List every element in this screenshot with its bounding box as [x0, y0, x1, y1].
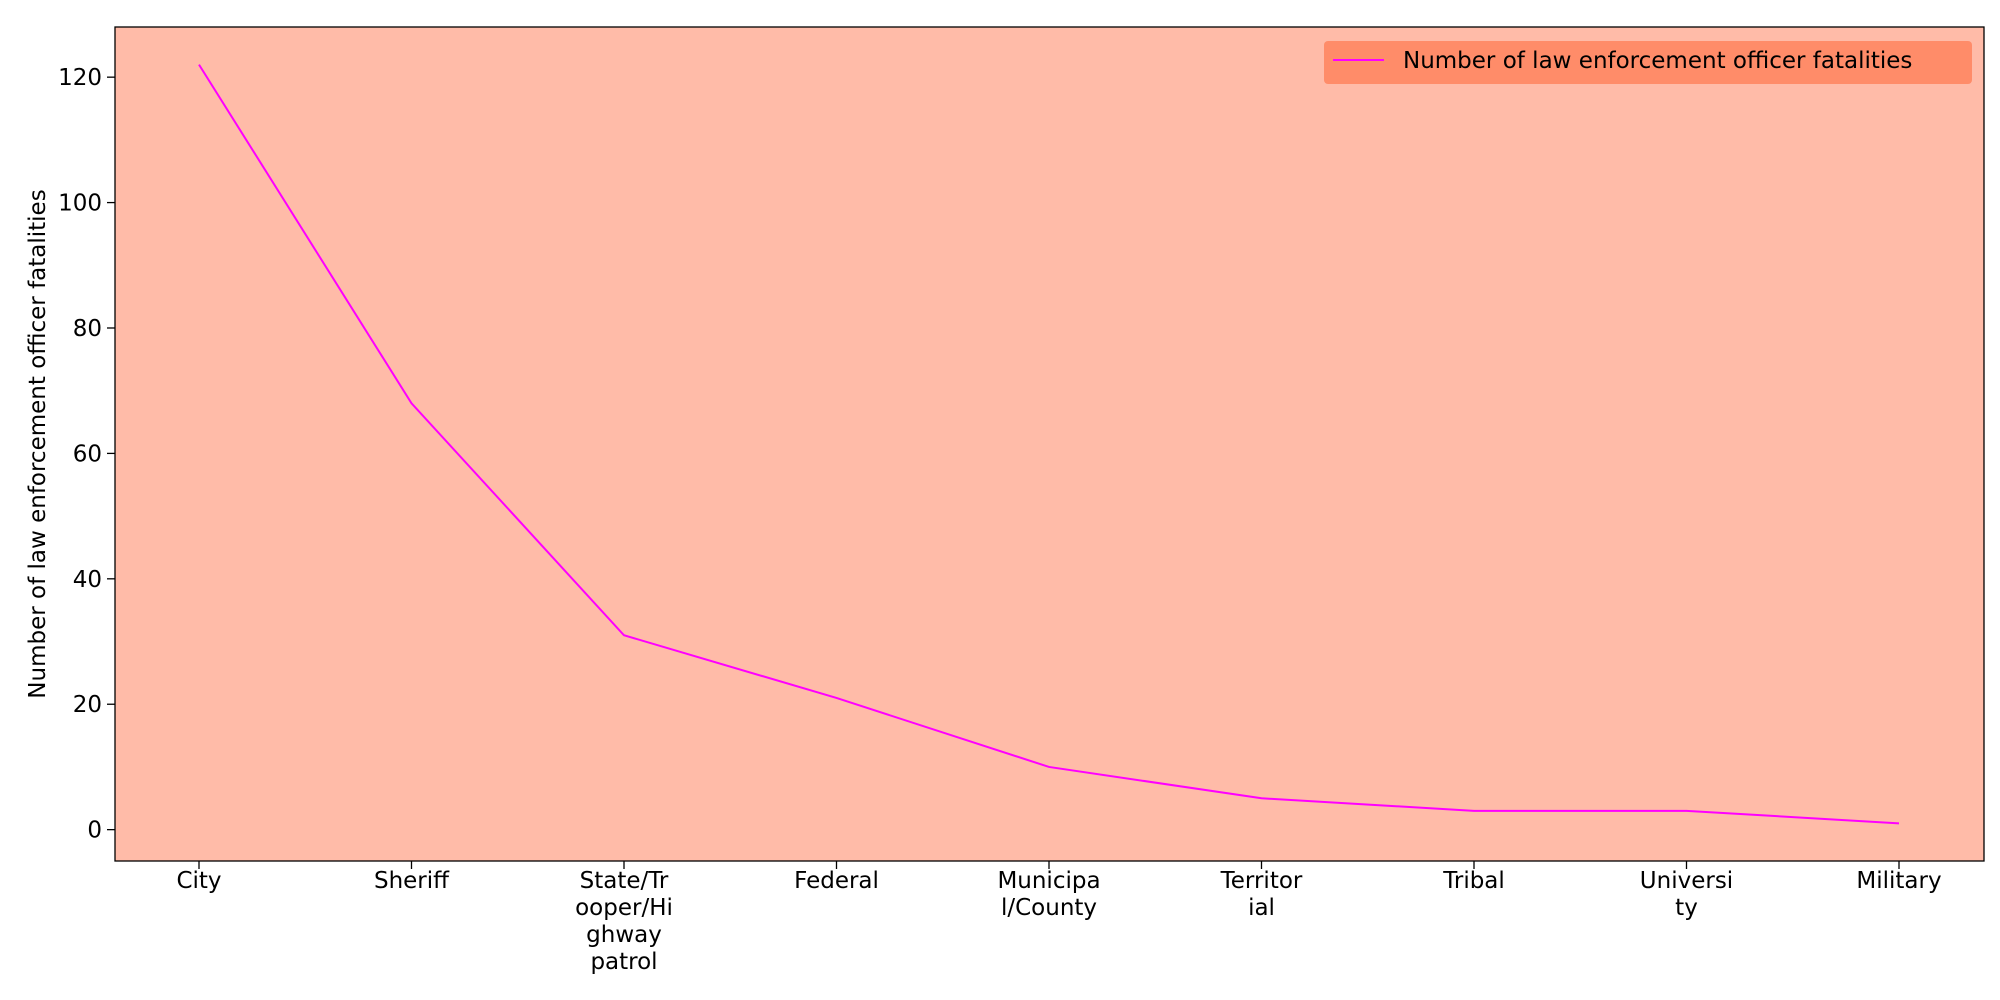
data-points: [198, 64, 1900, 824]
x-tick-label: Tribal: [1442, 868, 1505, 894]
x-tick-label: Military: [1856, 868, 1941, 894]
y-tick-label: 40: [73, 567, 102, 593]
x-axis: City Sheriff State/Tr ooper/Hi ghway patrol Fe…: [176, 861, 1942, 975]
x-tick-label: Municipa l/County: [997, 868, 1100, 921]
x-tick-label: Federal: [794, 868, 879, 894]
x-tick-label: State/Tr ooper/Hi ghway patrol: [575, 868, 673, 975]
legend: Number of law enforcement officer fatali…: [1324, 41, 1972, 84]
legend-box: [1324, 41, 1972, 84]
y-axis: 0 20 40 60 80 100 120: [58, 65, 115, 844]
x-tick-label: Universi ty: [1640, 868, 1733, 921]
y-tick-label: 20: [73, 692, 102, 718]
y-tick-label: 100: [58, 191, 102, 217]
y-tick-label: 0: [87, 818, 102, 844]
y-axis-label: Number of law enforcement officer fatali…: [25, 189, 51, 698]
y-tick-label: 120: [58, 65, 102, 91]
y-tick-label: 80: [73, 316, 102, 342]
plot-area: [114, 26, 1985, 862]
legend-label: Number of law enforcement officer fatali…: [1403, 48, 1912, 74]
x-tick-label: Territor ial: [1220, 868, 1303, 921]
x-tick-label: Sheriff: [374, 868, 450, 894]
x-tick-label: City: [176, 868, 221, 894]
y-tick-label: 60: [73, 441, 102, 467]
